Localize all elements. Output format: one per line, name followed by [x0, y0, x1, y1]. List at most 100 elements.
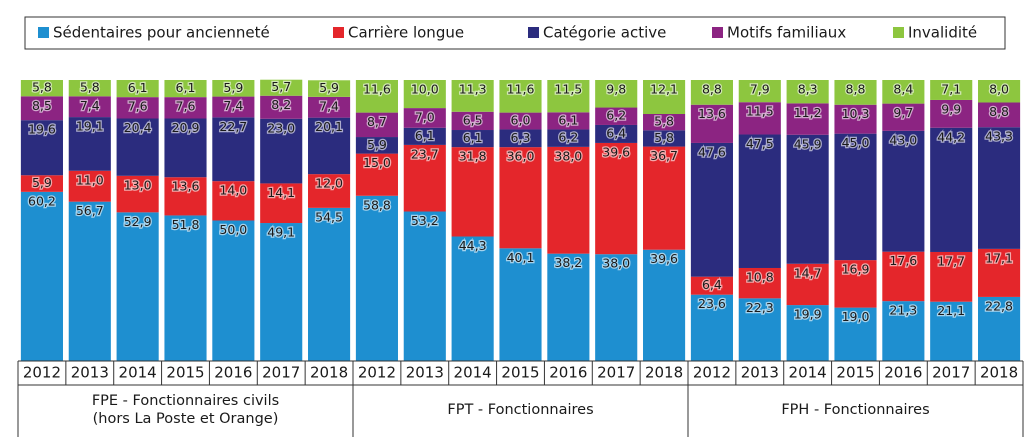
bar-segment: [116, 97, 159, 119]
value-label: 11,3: [459, 82, 487, 97]
value-label: 6,2: [558, 130, 578, 145]
bar-segment: [68, 117, 111, 171]
bar-segment: [595, 124, 638, 143]
bar-segment: [499, 129, 542, 148]
value-label: 7,6: [128, 99, 148, 114]
x-tick-label: 2016: [884, 364, 922, 382]
bar-segment: [164, 97, 207, 119]
bar-segment: [595, 80, 638, 108]
bar-segment: [212, 117, 255, 182]
bar-segment: [260, 183, 303, 224]
value-label: 7,1: [941, 81, 961, 96]
value-label: 12,1: [650, 82, 678, 97]
bar-segment: [547, 146, 590, 254]
bar-segment: [786, 80, 829, 104]
bar-segment: [116, 118, 159, 176]
bar-segment: [68, 170, 111, 202]
x-tick-label: 2014: [454, 364, 492, 382]
value-label: 5,9: [32, 175, 52, 190]
bar-segment: [212, 181, 255, 221]
value-label: 20,9: [172, 120, 200, 135]
bar-segment: [212, 80, 255, 97]
legend-swatch: [712, 27, 723, 38]
value-label: 49,1: [267, 225, 295, 240]
x-tick-label: 2015: [166, 364, 204, 382]
legend-swatch: [38, 27, 49, 38]
bar-segment: [355, 112, 398, 138]
bar-segment: [20, 191, 63, 361]
bar-segment: [451, 130, 494, 148]
bar-segment: [499, 80, 542, 113]
value-label: 23,6: [698, 296, 726, 311]
bar-segment: [355, 137, 398, 154]
x-tick-label: 2015: [501, 364, 539, 382]
bar-segment: [978, 80, 1021, 103]
bar-segment: [164, 118, 207, 178]
bar-segment: [20, 80, 63, 97]
value-label: 45,0: [842, 135, 870, 150]
value-label: 6,0: [511, 113, 531, 128]
value-label: 36,0: [507, 149, 535, 164]
value-label: 8,3: [798, 82, 818, 97]
value-label: 8,0: [989, 82, 1009, 97]
x-tick-label: 2015: [836, 364, 874, 382]
value-label: 5,8: [654, 114, 674, 129]
bar-segment: [164, 80, 207, 98]
bar-segment: [308, 207, 351, 361]
bar-segment: [499, 248, 542, 361]
bar-segment: [786, 134, 829, 264]
value-label: 53,2: [411, 213, 439, 228]
bar-segment: [834, 80, 877, 105]
bar-segment: [978, 296, 1021, 361]
x-tick-label: 2018: [310, 364, 348, 382]
value-label: 38,0: [602, 256, 630, 271]
value-label: 17,1: [985, 250, 1013, 265]
value-label: 8,4: [893, 82, 913, 97]
bar-segment: [260, 95, 303, 119]
value-label: 19,9: [794, 307, 822, 322]
bar-segment: [786, 103, 829, 135]
x-tick-label: 2012: [358, 364, 396, 382]
value-label: 13,0: [124, 177, 152, 192]
value-label: 17,6: [889, 253, 917, 268]
bar-segment: [643, 146, 686, 250]
bar-segment: [930, 301, 973, 361]
bar-segment: [978, 248, 1021, 297]
x-tick-label: 2012: [693, 364, 731, 382]
value-label: 5,8: [654, 130, 674, 145]
value-label: 19,1: [76, 119, 104, 134]
value-label: 5,9: [319, 80, 339, 95]
x-tick-label: 2017: [932, 364, 970, 382]
value-label: 54,5: [315, 209, 343, 224]
value-label: 17,7: [937, 253, 965, 268]
bar-segment: [451, 80, 494, 112]
value-label: 7,0: [415, 109, 435, 124]
bar-segment: [690, 294, 733, 361]
bar-segment: [690, 80, 733, 105]
value-label: 10,3: [842, 106, 870, 121]
bar-segment: [882, 251, 925, 302]
value-label: 22,8: [985, 298, 1013, 313]
bar-segment: [738, 102, 781, 135]
value-label: 60,2: [28, 193, 56, 208]
legend-label: Carrière longue: [348, 24, 464, 42]
bar-segment: [260, 118, 303, 184]
x-tick-label: 2013: [741, 364, 779, 382]
value-label: 39,6: [602, 144, 630, 159]
value-label: 12,0: [315, 176, 343, 191]
bar-segment: [68, 80, 111, 97]
bar-segment: [930, 127, 973, 252]
bar-segment: [308, 80, 351, 97]
bar-segment: [499, 112, 542, 130]
bar-segment: [547, 112, 590, 130]
bar-segment: [20, 175, 63, 192]
legend-label: Invalidité: [908, 24, 977, 42]
x-tick-label: 2018: [645, 364, 683, 382]
value-label: 19,0: [842, 309, 870, 324]
bar-segment: [882, 130, 925, 252]
value-label: 11,5: [554, 82, 582, 97]
value-label: 11,5: [746, 104, 774, 119]
value-label: 7,4: [223, 98, 243, 113]
value-label: 8,5: [32, 98, 52, 113]
value-label: 8,2: [271, 97, 291, 112]
